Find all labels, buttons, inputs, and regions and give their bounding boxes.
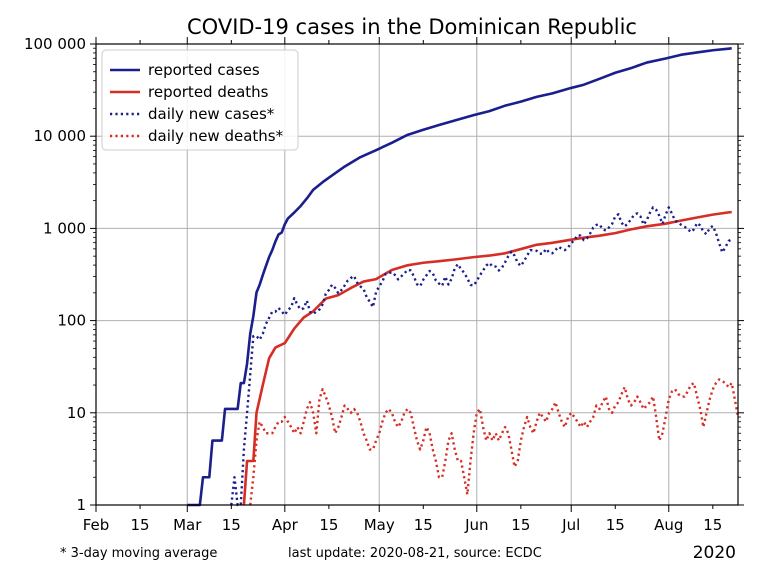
x-tick-label: Aug (654, 516, 683, 534)
legend-label-daily-new-cases: daily new cases* (148, 105, 275, 123)
x-tick-label: Jun (464, 516, 488, 534)
x-tick-label: Feb (83, 516, 110, 534)
y-tick-label: 1 000 (43, 219, 86, 237)
legend-label-reported-deaths: reported deaths (148, 83, 269, 101)
plot-frame (95, 43, 739, 506)
x-tick-label: 15 (511, 516, 530, 534)
x-tick-label: 15 (414, 516, 433, 534)
y-tick-label: 10 (67, 404, 86, 422)
y-axis-labels: 1 10 100 1 000 10 000 100 000 (24, 35, 86, 514)
x-tick-label: 15 (319, 516, 338, 534)
x-tick-label: Jul (561, 516, 580, 534)
x-tick-label: May (364, 516, 395, 534)
series-layer (187, 47, 740, 507)
x-tick-label: Mar (173, 516, 202, 534)
series-line-reported-deaths (242, 210, 732, 506)
x-tick-label: 15 (222, 516, 241, 534)
x-tick-label: 15 (606, 516, 625, 534)
source-note: last update: 2020-08-21, source: ECDC (288, 546, 542, 561)
legend-box (101, 49, 299, 151)
y-tick-label: 100 000 (24, 35, 86, 53)
series-line-daily-new-deaths (249, 378, 740, 506)
x-axis-labels: Feb 15 Mar 15 Apr 15 May 15 Jun 15 Jul 15 Aug 15 (83, 516, 723, 534)
series-line-reported-cases (187, 47, 732, 507)
x-tick-label: 15 (131, 516, 150, 534)
series-line-daily-new-cases (230, 206, 733, 507)
footnote: * 3-day moving average (60, 546, 217, 561)
x-year-label: 2020 (693, 543, 736, 563)
legend: reported cases reported deaths daily new c… (101, 49, 299, 151)
x-tick-label: Apr (272, 516, 299, 534)
y-tick-label: 10 000 (34, 127, 87, 145)
y-tick-label: 100 (57, 312, 86, 330)
y-tick-label: 1 (76, 496, 86, 514)
legend-label-daily-new-deaths: daily new deaths* (148, 127, 284, 145)
legend-label-reported-cases: reported cases (148, 61, 260, 79)
chart-title: COVID-19 cases in the Dominican Republic (187, 15, 637, 39)
x-tick-label: 15 (703, 516, 722, 534)
axis-ticks (90, 37, 744, 512)
